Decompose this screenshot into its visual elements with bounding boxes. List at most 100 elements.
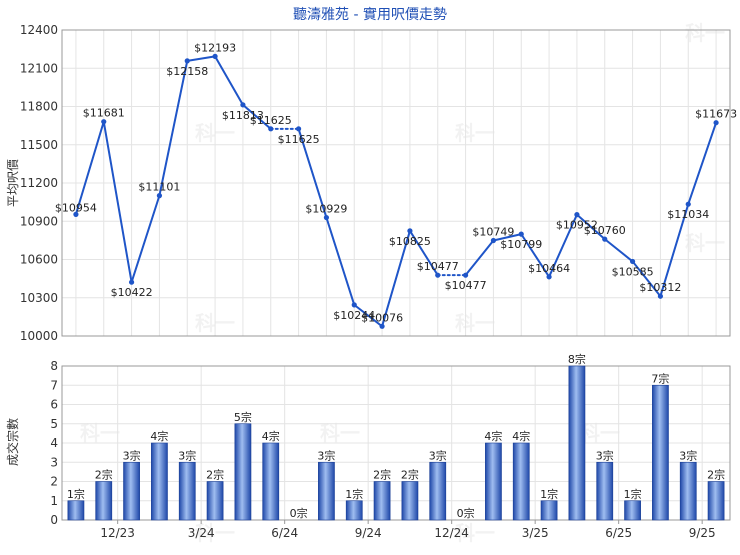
volume-bar (429, 461, 447, 521)
volume-bar (540, 500, 558, 521)
x-tick-label: 6/24 (271, 526, 298, 540)
watermark-text: 科一 (455, 121, 495, 145)
volume-bar (318, 461, 335, 521)
price-point (602, 236, 608, 242)
price-point (629, 258, 636, 265)
price-chart: 10000 10300 10600 10900 11200 11500 11800 12100… (20, 23, 737, 343)
price-tick-label: 11200 (20, 176, 58, 190)
volume-bar (401, 481, 419, 521)
price-point-label: $10585 (612, 265, 654, 278)
price-point (518, 231, 524, 237)
price-tick-label: 11500 (20, 138, 58, 152)
x-tick-label: 3/25 (522, 526, 549, 540)
watermark-text: 科一 (80, 421, 120, 445)
price-point-label: $12158 (166, 65, 208, 78)
volume-bar (707, 481, 725, 521)
price-point-label: $10464 (528, 262, 570, 275)
price-tick-label: 12100 (20, 61, 58, 75)
volume-bar-label: 1宗 (624, 487, 642, 501)
watermark-text: 科一 (195, 521, 235, 545)
volume-axis-label: 成交宗數 (5, 418, 20, 466)
x-tick-label: 12/23 (100, 526, 135, 540)
volume-bar (151, 442, 168, 521)
price-point-label: $11034 (667, 208, 709, 221)
volume-tick-label: 1 (50, 494, 58, 508)
volume-bar-label: 3宗 (596, 448, 614, 462)
volume-bar (652, 384, 669, 521)
price-point-label: $12193 (194, 41, 236, 54)
volume-chart: 0 1 2 3 4 5 6 7 8 1宗 2宗 3宗 4宗 3宗 2宗 5宗 4宗 0宗 3宗 1宗 2宗 2宗 3宗 0宗 4… (50, 352, 731, 540)
price-point-label: $10952 (556, 219, 598, 232)
volume-bar-label: 8宗 (568, 352, 586, 366)
price-point (546, 274, 552, 280)
price-line-segment (631, 260, 662, 298)
price-point (351, 302, 357, 308)
volume-bar-label: 1宗 (540, 487, 558, 501)
volume-bar-label: 2宗 (707, 468, 725, 482)
price-line-segment (214, 55, 244, 106)
volume-tick-label: 3 (50, 455, 58, 469)
volume-bar (624, 500, 641, 521)
watermark-text: 科一 (320, 421, 360, 445)
price-line-segment (102, 120, 133, 284)
price-line-segment (520, 233, 551, 278)
volume-tick-label: 0 (50, 513, 58, 527)
volume-tick-label: 7 (50, 378, 58, 392)
price-point-label: $10477 (445, 279, 487, 292)
volume-bar-label: 4宗 (484, 429, 502, 443)
price-point-label: $10477 (417, 260, 459, 273)
volume-bar-label: 2宗 (373, 468, 391, 482)
price-point (156, 193, 163, 199)
price-line-segment (548, 213, 578, 278)
price-tick-label: 10000 (20, 329, 58, 343)
volume-bar (373, 481, 391, 521)
price-point-label: $10076 (361, 311, 403, 324)
volume-bar-label: 4宗 (262, 429, 280, 443)
price-tick-label: 11800 (20, 100, 58, 114)
x-tick-label: 3/24 (188, 526, 215, 540)
x-tick-label: 6/25 (605, 526, 632, 540)
volume-bar (67, 500, 85, 521)
volume-bar (178, 461, 196, 521)
price-line-segment (575, 213, 606, 241)
volume-bar (234, 423, 252, 521)
volume-tick-label: 2 (50, 475, 58, 489)
volume-bar-label: 1宗 (345, 487, 363, 501)
volume-bar-label: 2宗 (206, 468, 224, 482)
volume-bar-label: 2宗 (95, 468, 113, 482)
price-point (462, 272, 469, 278)
price-line-segment (464, 239, 495, 277)
volume-bar-label: 3宗 (123, 448, 141, 462)
price-line-segment (381, 229, 411, 328)
volume-bar-label: 4宗 (512, 429, 530, 443)
price-axis-label: 平均呎價 (6, 159, 20, 207)
volume-bar-label: 3宗 (178, 448, 196, 462)
price-point (685, 201, 691, 207)
chart-title: 聽濤雅苑 - 實用呎價走勢 (293, 6, 447, 23)
price-line-segment (130, 194, 161, 284)
price-tick-label: 10600 (20, 253, 58, 267)
price-point (101, 119, 107, 125)
volume-bar-label: 0宗 (290, 506, 308, 520)
volume-bar (123, 461, 140, 521)
price-line-segment (186, 55, 217, 62)
volume-bar-label: 0宗 (457, 506, 475, 520)
watermark-text: 科一 (685, 21, 725, 45)
price-tick-label: 10300 (20, 291, 58, 305)
price-point (295, 126, 302, 132)
price-line-segment (603, 238, 634, 263)
price-point-label: $11813 (222, 109, 264, 122)
volume-bar-label: 1宗 (67, 487, 85, 501)
watermark-text: 科一 (455, 311, 495, 335)
volume-tick-label: 6 (50, 398, 58, 412)
price-point-label: $10799 (500, 238, 542, 251)
price-point-label: $10929 (305, 203, 347, 216)
price-point (379, 323, 385, 329)
volume-bar-label: 4宗 (150, 429, 168, 443)
volume-plot-frame (61, 365, 731, 521)
price-line-segment (353, 303, 384, 328)
price-point-label: $11101 (138, 181, 180, 194)
price-point (407, 228, 413, 234)
volume-bar-label: 7宗 (651, 371, 669, 385)
